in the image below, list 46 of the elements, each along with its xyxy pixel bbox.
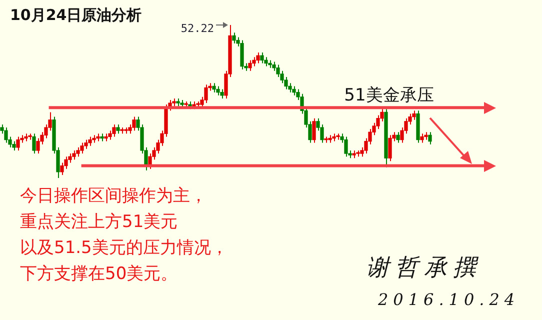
- candlestick: [272, 61, 276, 72]
- candlestick: [256, 52, 260, 64]
- text: 下方支撑在50美元。: [20, 263, 179, 286]
- candlestick: [388, 134, 392, 162]
- candlestick: [264, 56, 268, 67]
- candlestick: [116, 124, 120, 134]
- candlestick: [292, 86, 296, 96]
- ref-line-label: 51美金承压: [344, 86, 434, 106]
- candlestick: [80, 142, 84, 154]
- candlestick: [76, 146, 80, 158]
- chart-title: 10月24日原油分析: [10, 6, 142, 25]
- candlestick: [428, 132, 432, 145]
- text: 以及51.5美元的压力情况，: [20, 237, 228, 260]
- text: 今日操作区间操作为主，: [20, 185, 208, 208]
- candlestick: [240, 40, 244, 70]
- candlestick: [252, 56, 256, 67]
- candlestick: [220, 88, 224, 99]
- candlestick: [312, 118, 316, 144]
- candlestick: [108, 130, 112, 140]
- candlestick: [344, 136, 348, 158]
- text: 谢哲承撰: [366, 254, 482, 283]
- candlestick: [132, 116, 136, 132]
- candlestick: [128, 124, 132, 134]
- candlestick: [84, 139, 88, 150]
- annotation: 52.22: [180, 22, 214, 35]
- candlestick: [112, 124, 116, 138]
- candlestick: [412, 110, 416, 120]
- text: 2016.10.24: [378, 290, 520, 309]
- candlestick: [12, 140, 16, 151]
- candlestick: [232, 32, 236, 44]
- candlestick: [248, 60, 252, 72]
- candlestick: [88, 136, 92, 146]
- candlestick: [216, 86, 220, 96]
- candlestick: [72, 150, 76, 160]
- candlestick: [60, 162, 64, 176]
- candlestick: [204, 84, 208, 104]
- candlestick: [260, 52, 264, 64]
- candlestick: [16, 136, 20, 151]
- candlestick: [32, 133, 36, 154]
- candlestick: [4, 127, 8, 144]
- candlestick: [396, 132, 400, 144]
- candlestick: [276, 64, 280, 78]
- candlestick: [420, 133, 424, 144]
- candlestick: [36, 138, 40, 154]
- candlestick: [212, 82, 216, 93]
- text: 重点关注上方51美元: [20, 211, 179, 234]
